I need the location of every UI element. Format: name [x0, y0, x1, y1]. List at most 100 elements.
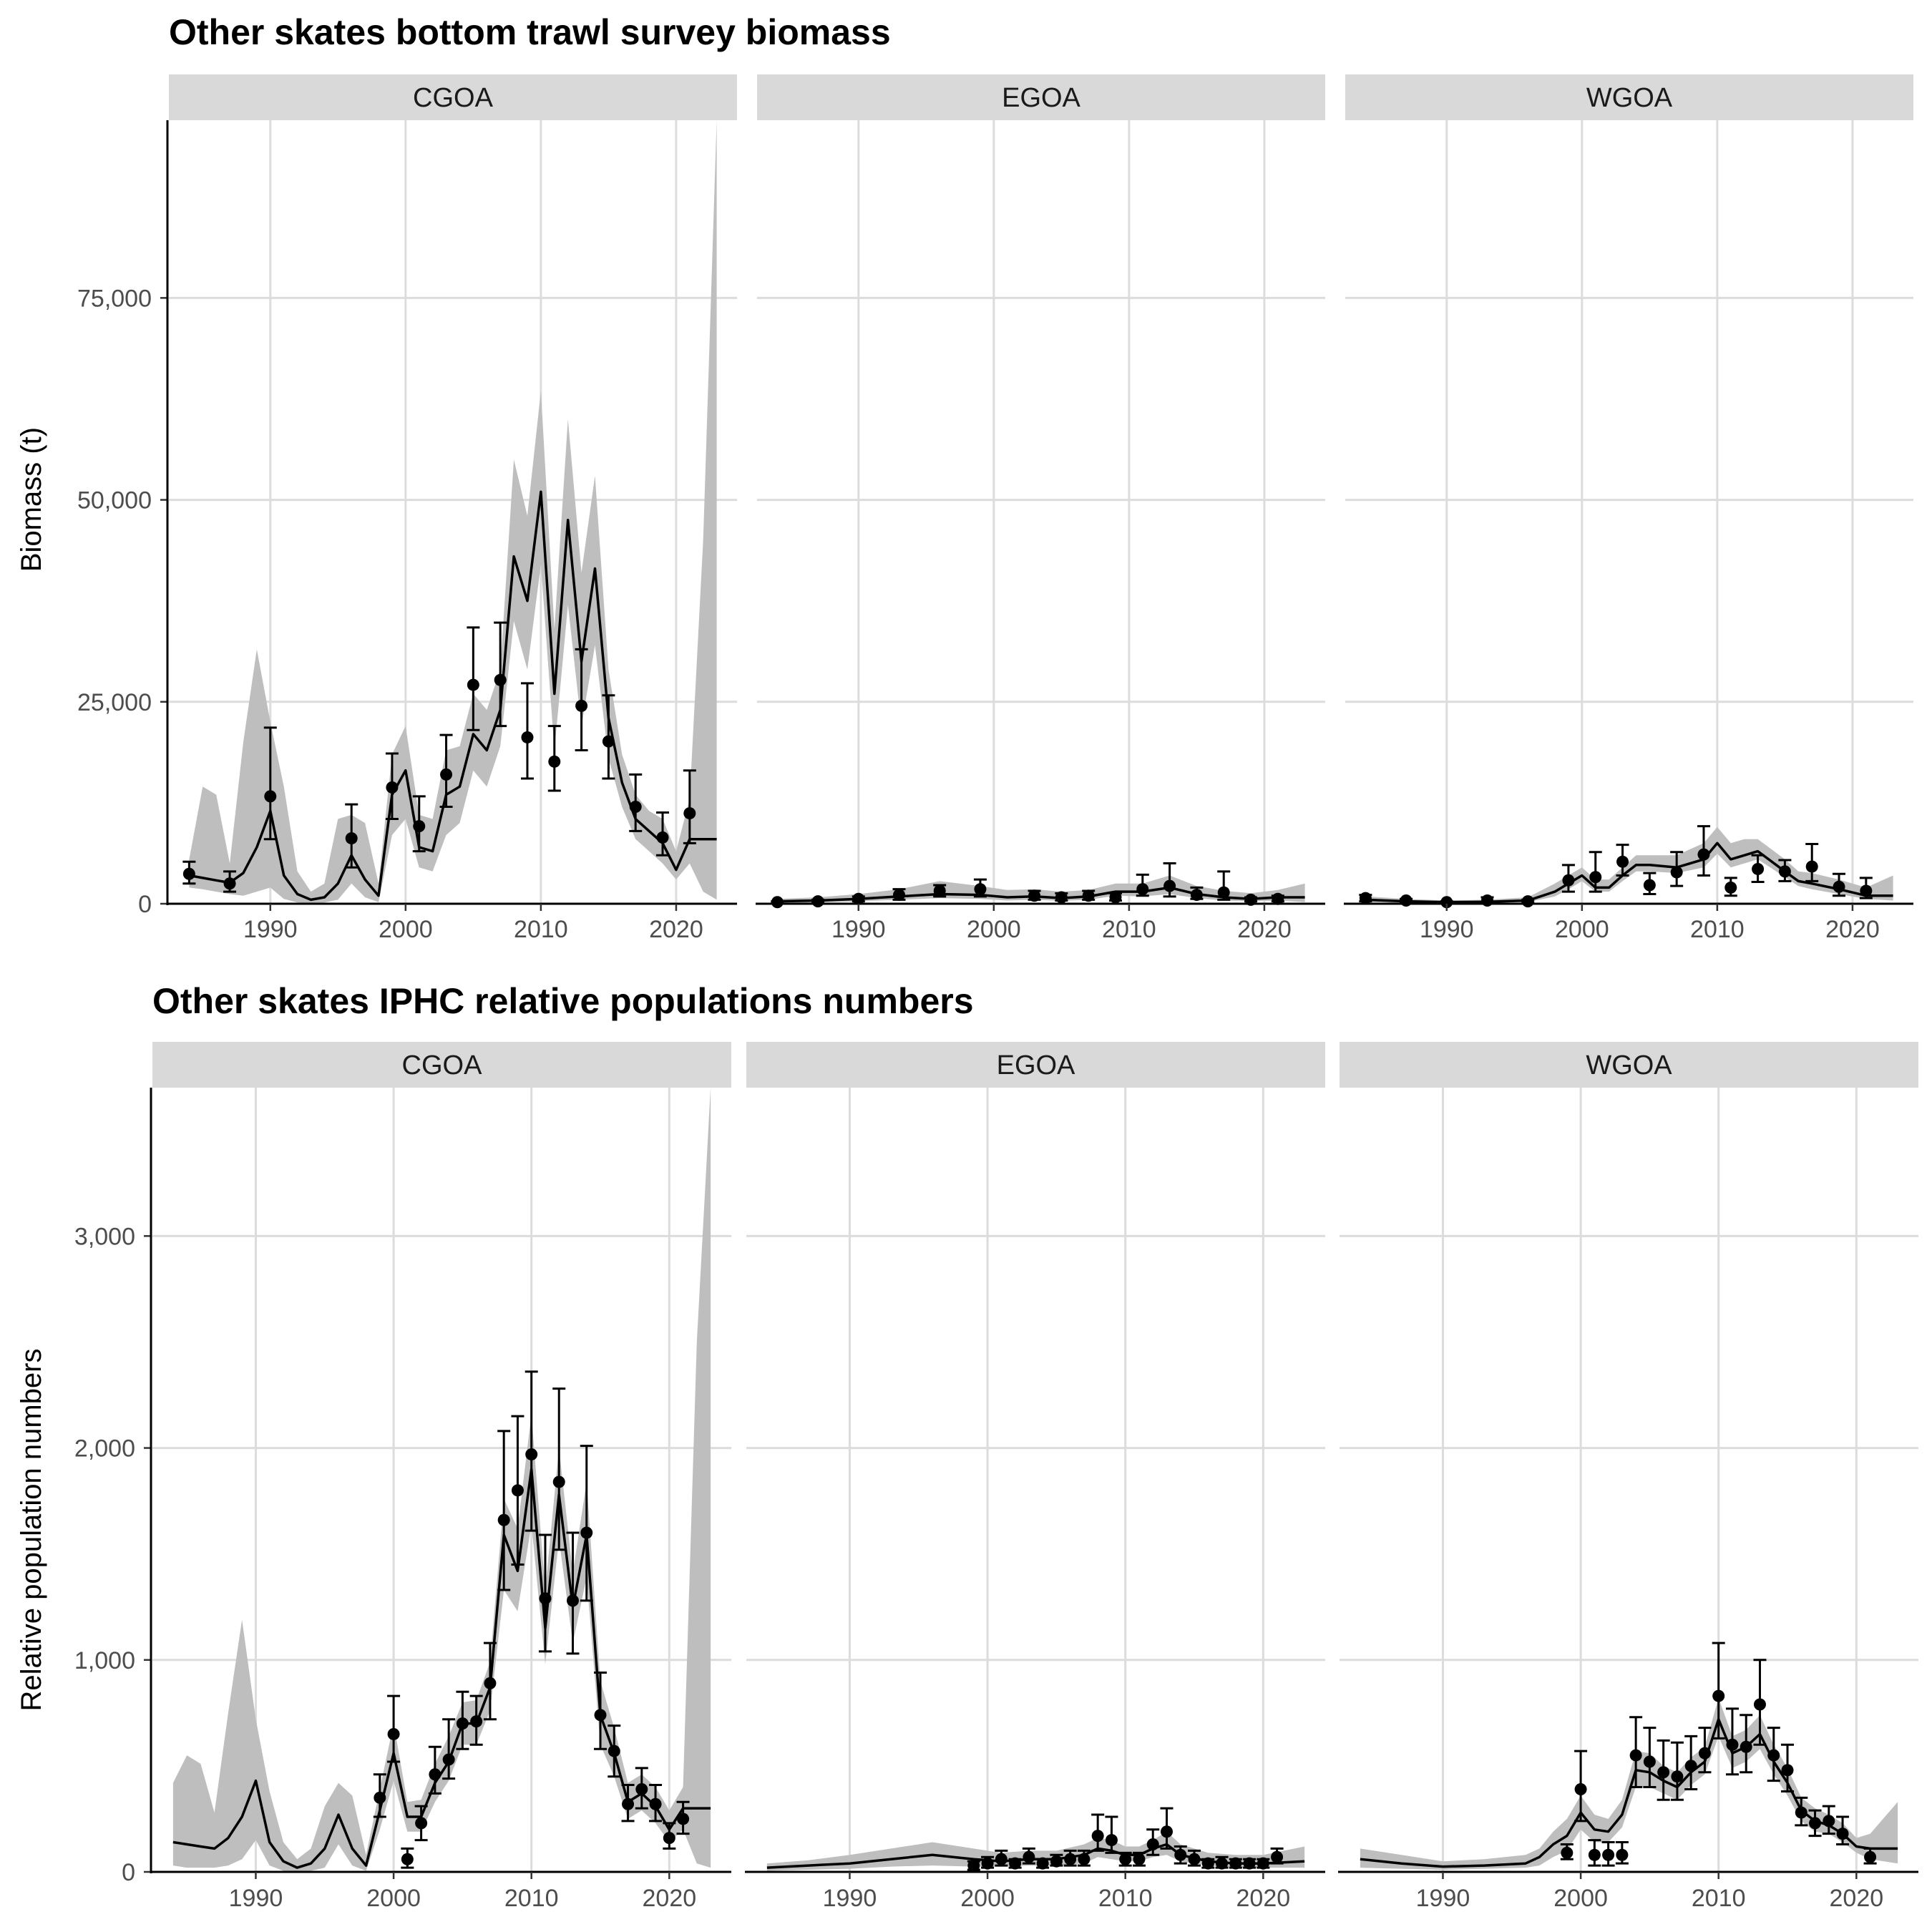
data-point	[1809, 1817, 1822, 1830]
data-point	[387, 1727, 400, 1740]
data-point	[1616, 1848, 1629, 1861]
data-point	[1836, 1828, 1849, 1840]
model-fit-line	[172, 1468, 711, 1869]
data-point	[1082, 889, 1095, 902]
data-point	[494, 673, 507, 686]
data-point	[1023, 1850, 1035, 1863]
data-point	[1163, 879, 1176, 892]
data-point	[1105, 1834, 1118, 1847]
x-tick-label: 1990	[823, 1885, 877, 1912]
data-point	[1684, 1760, 1697, 1772]
model-fit-line	[189, 490, 717, 902]
data-point	[1091, 1830, 1104, 1843]
data-point	[1064, 1853, 1077, 1865]
y-tick-label: 1,000	[74, 1647, 135, 1674]
data-point	[1726, 1738, 1739, 1751]
x-tick-label: 1990	[243, 916, 298, 943]
x-axis: 1990 2000 2010 2020	[167, 902, 737, 943]
model-fit-line	[777, 886, 1305, 903]
data-point	[933, 884, 946, 897]
data-point	[1160, 1825, 1173, 1838]
x-tick-label: 2000	[1553, 1885, 1608, 1912]
data-point	[415, 1817, 428, 1830]
model-fit-line	[1360, 1717, 1898, 1868]
confidence-ribbon	[766, 1831, 1305, 1871]
data-point	[456, 1717, 469, 1730]
data-point	[1229, 1857, 1242, 1870]
data-point	[401, 1853, 414, 1865]
data-point	[1109, 891, 1122, 904]
data-point	[1271, 1850, 1284, 1863]
x-tick-label: 2020	[649, 916, 703, 943]
data-point	[511, 1484, 524, 1497]
facet-strip-label: CGOA	[413, 83, 494, 113]
data-point	[1050, 1855, 1063, 1868]
facet-strip-label: WGOA	[1586, 83, 1673, 113]
facet-egoa: EGOA 1990 2000 2010 2020	[745, 1042, 1325, 1912]
data-point	[1753, 1698, 1766, 1711]
data-point	[995, 1853, 1008, 1865]
data-point	[663, 1832, 675, 1845]
data-point	[1697, 848, 1710, 861]
confidence-ribbon	[172, 1088, 711, 1872]
x-tick-label: 2000	[1555, 916, 1609, 943]
y-axis: 0 25,000 50,000 75,000	[77, 120, 169, 918]
facet-strip	[152, 1042, 731, 1088]
data-point	[1055, 891, 1068, 904]
data-point	[1243, 1857, 1256, 1870]
data-point	[1119, 1853, 1132, 1865]
data-point	[1657, 1766, 1670, 1779]
survey-observations	[373, 1370, 690, 1869]
y-tick-label: 2,000	[74, 1435, 135, 1463]
x-tick-label: 2020	[643, 1885, 697, 1912]
facet-strip-label: EGOA	[1002, 83, 1080, 113]
data-point	[683, 807, 696, 820]
survey-biomass-plot: Other skates bottom trawl survey biomass…	[16, 12, 1913, 943]
facet-strip-label: CGOA	[402, 1050, 483, 1080]
y-axis: 0 1,000 2,000 3,000	[74, 1088, 152, 1886]
data-point	[1602, 1848, 1615, 1861]
y-tick-label: 25,000	[77, 689, 152, 716]
facet-egoa: EGOA 1990 2000 2010 2020	[756, 74, 1325, 943]
data-point	[484, 1677, 497, 1689]
data-point	[413, 820, 426, 833]
data-point	[1778, 865, 1791, 878]
facet-wgoa: WGOA 1990 2000 2010 2020	[1344, 74, 1913, 943]
data-point	[677, 1813, 690, 1825]
data-point	[467, 678, 479, 691]
x-tick-label: 2010	[1690, 916, 1745, 943]
data-point	[1767, 1749, 1780, 1762]
gridlines	[1340, 1088, 1918, 1873]
y-tick-label: 0	[138, 891, 152, 918]
x-tick-label: 2000	[960, 1885, 1015, 1912]
x-axis: 1990 2000 2010 2020	[151, 1870, 731, 1912]
data-point	[374, 1791, 386, 1804]
data-point	[470, 1715, 483, 1728]
data-point	[594, 1709, 607, 1722]
data-point	[264, 790, 277, 803]
data-point	[1174, 1848, 1187, 1861]
plot-title: Other skates bottom trawl survey biomass	[169, 12, 891, 52]
data-point	[1833, 880, 1845, 893]
x-tick-label: 2020	[1236, 1885, 1291, 1912]
data-point	[1643, 1755, 1656, 1768]
facet-strip	[1345, 74, 1913, 120]
x-axis: 1990 2000 2010 2020	[745, 1870, 1325, 1912]
gridlines	[1345, 120, 1913, 905]
data-point	[386, 781, 399, 794]
iphc-relative-numbers-plot: Other skates IPHC relative populations n…	[16, 981, 1918, 1912]
data-point	[182, 867, 195, 880]
data-point	[223, 877, 236, 890]
x-axis: 1990 2000 2010 2020	[1344, 902, 1913, 943]
x-tick-label: 2010	[1098, 1885, 1153, 1912]
data-point	[1133, 1853, 1146, 1865]
data-point	[1795, 1806, 1807, 1819]
facet-strip-label: WGOA	[1586, 1050, 1672, 1080]
data-point	[1671, 1770, 1684, 1783]
data-point	[552, 1475, 565, 1488]
data-point	[1257, 1857, 1269, 1870]
data-point	[811, 895, 824, 908]
data-point	[608, 1745, 620, 1757]
data-point	[1629, 1749, 1642, 1762]
